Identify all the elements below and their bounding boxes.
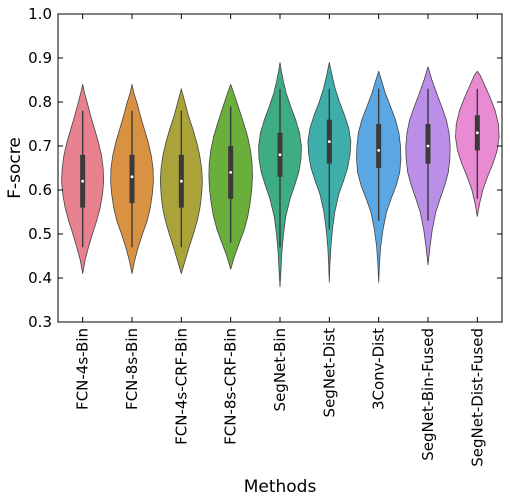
x-tick-label: FCN-4s-Bin <box>74 328 92 410</box>
x-axis: FCN-4s-Bin FCN-8s-Bin FCN-4s-CRF-Bin FCN-8s… <box>74 14 486 467</box>
x-tick-label: FCN-4s-CRF-Bin <box>172 328 190 445</box>
violin-median <box>130 175 134 179</box>
y-tick-label: 0.5 <box>28 225 52 243</box>
x-tick-label: 3Conv-Dist <box>370 328 388 410</box>
y-axis: 0.3 0.4 0.5 0.6 0.7 0.8 0.9 1.0 <box>28 5 502 331</box>
x-axis-label: Methods <box>244 477 317 497</box>
violin-layer <box>61 62 500 288</box>
violin-FCN-4s-Bin <box>61 84 105 274</box>
violin-iqr-box <box>129 154 135 204</box>
violin-median <box>327 140 331 144</box>
violin-3Conv-Dist <box>356 70 402 283</box>
x-tick-label: SegNet-Dist <box>320 328 338 418</box>
violin-median <box>81 179 85 183</box>
violin-median <box>278 153 282 157</box>
y-tick-label: 0.8 <box>28 93 52 111</box>
y-tick-label: 0.6 <box>28 181 52 199</box>
violin-SegNet-Bin <box>258 62 302 288</box>
violin-iqr-box <box>376 124 382 168</box>
y-tick-label: 1.0 <box>28 5 52 23</box>
violin-median <box>179 179 183 183</box>
violin-FCN-8s-Bin <box>110 84 154 274</box>
y-tick-label: 0.9 <box>28 49 52 67</box>
violin-median <box>475 131 479 135</box>
violin-FCN-8s-CRF-Bin <box>208 84 253 270</box>
violin-median <box>229 171 233 174</box>
violin-SegNet-Dist-Fused <box>455 70 500 217</box>
x-tick-label: FCN-8s-CRF-Bin <box>222 328 240 445</box>
violin-median <box>426 144 430 148</box>
x-tick-label: FCN-8s-Bin <box>123 328 141 410</box>
y-tick-label: 0.7 <box>28 137 52 155</box>
violin-median <box>377 149 381 152</box>
y-axis-label: F-socre <box>5 137 25 199</box>
violin-SegNet-Bin-Fused <box>405 66 451 266</box>
y-tick-label: 0.4 <box>28 269 52 287</box>
x-tick-label: SegNet-Bin-Fused <box>419 328 437 461</box>
violin-FCN-4s-CRF-Bin <box>159 88 203 274</box>
violin-iqr-box <box>425 124 431 164</box>
y-tick-label: 0.3 <box>28 313 52 331</box>
violin-SegNet-Dist <box>307 62 352 283</box>
x-tick-label: SegNet-Bin <box>271 328 289 411</box>
x-tick-label: SegNet-Dist-Fused <box>468 328 486 467</box>
